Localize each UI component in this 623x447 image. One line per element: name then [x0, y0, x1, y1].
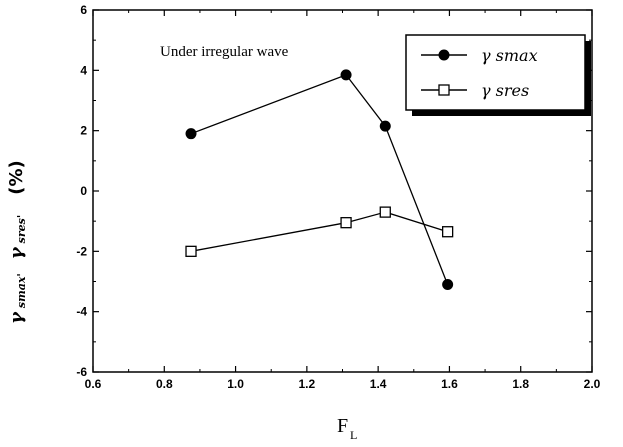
y-tick-label: -4 [76, 305, 87, 319]
svg-text:γ smax' γ sr: γ smax' γ sres' (%) [6, 160, 29, 324]
data-point-circle [185, 128, 197, 140]
series-1 [185, 69, 454, 291]
series-line [190, 211, 448, 252]
x-tick-label: 1.2 [299, 377, 316, 391]
chart-annotation: Under irregular wave [160, 44, 289, 60]
series-group [185, 69, 454, 291]
y-tick-label: -6 [76, 365, 87, 379]
x-tick-label: 0.8 [156, 377, 173, 391]
data-point-square [441, 226, 454, 238]
x-tick-label: 1.8 [512, 377, 529, 391]
data-point-circle [438, 49, 450, 61]
legend-label: γ smax [481, 46, 538, 65]
y-tick-label: -2 [76, 244, 87, 258]
x-tick-label: 1.0 [227, 377, 244, 391]
y-axis-symbol-2: γ [6, 246, 27, 259]
data-point-square [185, 245, 197, 257]
data-point-circle [340, 69, 352, 81]
y-axis-sub-2: sres' [15, 215, 28, 244]
legend: γ smax γ sres [405, 34, 591, 116]
y-axis-unit: (%) [6, 160, 27, 195]
x-tick-label: 1.6 [441, 377, 458, 391]
y-tick-label: 4 [80, 63, 87, 77]
data-point-circle [379, 120, 391, 132]
x-axis-label-sub: L [350, 428, 357, 442]
series-2 [185, 206, 454, 257]
y-tick-label: 2 [80, 124, 87, 138]
y-axis-title: γ smax' γ sres' (%) [6, 160, 29, 324]
y-tick-label: 6 [80, 3, 87, 17]
y-axis-symbol-1: γ [6, 311, 27, 324]
series-line [190, 74, 449, 285]
data-point-square [379, 206, 391, 218]
x-tick-label: 1.4 [370, 377, 387, 391]
x-axis-title: F L [337, 415, 357, 442]
data-point-circle [442, 279, 454, 291]
data-point-square [438, 84, 450, 96]
axis-ticks: 0.6 0.8 1.0 1.2 1.4 1.6 1.8 2.0 -6 -4 -2 0 2 4 6 [76, 3, 600, 391]
legend-entry-2: γ sres [421, 81, 529, 100]
x-axis-label-main: F [337, 415, 348, 437]
x-tick-label: 2.0 [584, 377, 601, 391]
data-point-square [340, 217, 352, 229]
legend-label: γ sres [481, 81, 529, 100]
y-tick-label: 0 [80, 184, 87, 198]
legend-box [405, 34, 586, 111]
x-tick-label: 0.6 [85, 377, 102, 391]
y-axis-sub-1: smax' [15, 273, 28, 308]
legend-entry-1: γ smax [421, 46, 538, 65]
